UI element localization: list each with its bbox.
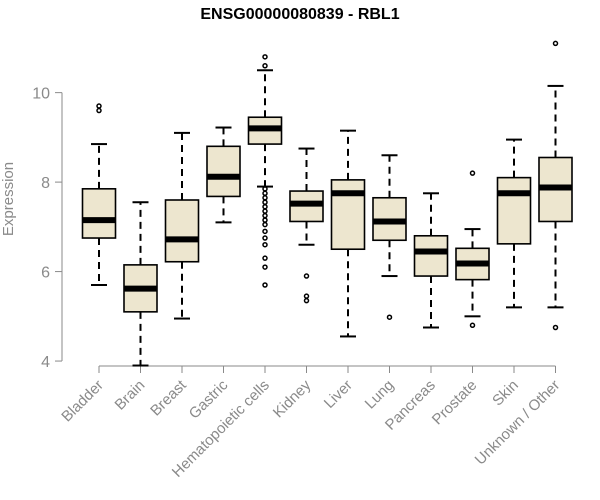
outlier-point [303,293,310,299]
iqr-box [330,179,366,251]
y-tick-label: 8 [41,175,50,192]
outlier-point [552,324,559,331]
outlier-point [303,273,310,279]
x-tick-label: Breast [147,376,190,419]
y-tick-label: 6 [41,265,50,282]
box-group [496,138,532,309]
outlier-point [262,208,268,214]
box-group [164,131,200,320]
outlier-point [262,195,268,201]
outlier-point [262,241,268,248]
outlier-point [96,107,102,114]
y-axis: 4 6 8 10 [32,86,63,371]
iqr-box [496,176,532,245]
chart-title: ENSG00000080839 - RBL1 [200,6,400,23]
outlier-point [262,228,268,235]
outlier-point [262,190,268,197]
outlier-point [96,103,102,109]
outlier-point [262,186,268,192]
outlier-point [469,322,476,329]
x-tick-label: Skin [489,377,522,410]
outlier-point [469,170,476,176]
iqr-box [206,145,241,198]
x-tick-label: Liver [321,377,356,412]
outlier-point [262,199,268,205]
iqr-box [413,234,449,277]
x-tick-label: Brain [112,377,149,414]
y-axis-label: Expression [0,162,17,236]
outlier-point [303,297,310,304]
box-group [330,129,366,338]
boxes [81,40,573,367]
box-group [123,201,158,367]
box-group [372,154,407,320]
box-group [455,170,490,329]
outlier-point [262,255,268,261]
iqr-box [81,188,117,239]
box-group [289,147,324,304]
outlier-point [262,235,268,241]
y-tick-label: 10 [32,86,50,103]
outlier-point [262,217,268,223]
outlier-point [262,54,268,60]
box-group [206,126,241,224]
x-tick-label: Bladder [58,377,107,426]
outlier-point [262,282,268,288]
box-group [413,192,449,329]
outlier-point [262,203,268,210]
x-tick-label: Kidney [270,376,315,421]
x-tick-label: Prostate [429,377,481,429]
outlier-point [386,314,393,320]
outlier-point [262,221,268,228]
outlier-point [262,212,268,219]
box-group [81,103,117,286]
outlier-point [262,264,268,270]
y-tick-label: 4 [41,354,50,371]
x-tick-label: Lung [362,377,398,413]
box-group [247,54,283,288]
outlier-point [262,63,268,69]
outlier-point [552,40,559,47]
iqr-box [164,199,200,263]
box-group [538,40,573,331]
